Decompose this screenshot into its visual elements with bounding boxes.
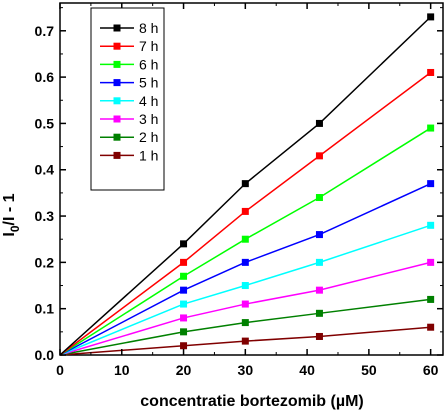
legend-marker bbox=[113, 151, 121, 159]
x-tick-label: 40 bbox=[299, 362, 315, 378]
series-5h bbox=[59, 180, 435, 356]
legend-label: 2 h bbox=[139, 129, 158, 145]
data-point bbox=[241, 337, 249, 345]
series-3h bbox=[59, 258, 435, 356]
data-point bbox=[427, 221, 435, 229]
data-point bbox=[241, 207, 249, 215]
legend-item: 4 h bbox=[100, 93, 158, 109]
legend: 8 h 7 h 6 h 5 h 4 h 3 h 2 h 1 h bbox=[90, 7, 165, 191]
data-point bbox=[315, 152, 323, 160]
y-axis-label-main: I bbox=[1, 232, 18, 236]
series-8h bbox=[59, 13, 435, 356]
legend-marker bbox=[113, 60, 121, 68]
data-point bbox=[241, 300, 249, 308]
data-point bbox=[180, 328, 188, 336]
data-point bbox=[241, 319, 249, 327]
data-point bbox=[315, 231, 323, 239]
legend-item: 2 h bbox=[100, 129, 158, 145]
series-layer bbox=[59, 13, 435, 356]
data-point bbox=[315, 194, 323, 202]
legend-marker bbox=[113, 42, 121, 50]
data-point bbox=[241, 282, 249, 290]
legend-label: 1 h bbox=[139, 147, 158, 163]
legend-item: 8 h bbox=[100, 20, 158, 36]
data-point bbox=[180, 314, 188, 322]
legend-item: 6 h bbox=[100, 56, 158, 72]
data-point bbox=[180, 342, 188, 350]
series-6h bbox=[59, 124, 435, 356]
data-point bbox=[427, 295, 435, 303]
legend-label: 3 h bbox=[139, 111, 158, 127]
legend-marker bbox=[113, 115, 121, 123]
y-tick-label: 0.6 bbox=[35, 69, 55, 85]
legend-item: 5 h bbox=[100, 75, 158, 91]
legend-label: 5 h bbox=[139, 75, 158, 91]
x-axis-label: concentratie bortezomib (µM) bbox=[140, 393, 363, 410]
y-tick-label: 0.7 bbox=[35, 23, 55, 39]
x-tick-label: 10 bbox=[114, 362, 130, 378]
data-point bbox=[427, 68, 435, 76]
legend-marker bbox=[113, 79, 121, 87]
series-4h bbox=[59, 221, 435, 356]
series-2h bbox=[59, 295, 435, 356]
x-tick-label: 60 bbox=[423, 362, 439, 378]
y-tick-label: 0.1 bbox=[35, 301, 55, 317]
y-tick-label: 0.5 bbox=[35, 115, 55, 131]
x-tick-label: 50 bbox=[361, 362, 377, 378]
legend-label: 7 h bbox=[139, 38, 158, 54]
data-point bbox=[241, 235, 249, 243]
data-point bbox=[315, 309, 323, 317]
legend-label: 6 h bbox=[139, 56, 158, 72]
y-tick-label: 0.3 bbox=[35, 208, 55, 224]
y-tick-label: 0.2 bbox=[35, 254, 55, 270]
data-point bbox=[315, 258, 323, 266]
data-point bbox=[427, 258, 435, 266]
x-tick-label: 30 bbox=[238, 362, 254, 378]
data-point bbox=[315, 119, 323, 127]
data-point bbox=[427, 180, 435, 188]
data-point bbox=[180, 240, 188, 248]
data-point bbox=[180, 272, 188, 280]
data-point bbox=[180, 286, 188, 294]
series-7h bbox=[59, 68, 435, 356]
x-tick-label: 0 bbox=[56, 362, 64, 378]
legend-item: 3 h bbox=[100, 111, 158, 127]
y-tick-label: 0.0 bbox=[35, 347, 55, 363]
legend-box bbox=[90, 7, 165, 191]
data-point bbox=[315, 286, 323, 294]
axes-layer: 0 10 20 30 40 50 60 0.0 0.1 0.2 0.3 0.4 0.5 0.6 0.7 bbox=[35, 3, 443, 378]
data-point bbox=[180, 300, 188, 308]
legend-item: 7 h bbox=[100, 38, 158, 54]
legend-marker bbox=[113, 97, 121, 105]
legend-item: 1 h bbox=[100, 147, 158, 163]
data-point bbox=[180, 258, 188, 266]
legend-label: 8 h bbox=[139, 20, 158, 36]
data-point bbox=[427, 323, 435, 331]
data-point bbox=[427, 13, 435, 21]
data-point bbox=[315, 332, 323, 340]
data-point bbox=[241, 180, 249, 188]
data-point bbox=[427, 124, 435, 132]
y-axis-label-sub: 0 bbox=[8, 225, 22, 232]
x-tick-label: 20 bbox=[176, 362, 192, 378]
data-point bbox=[241, 258, 249, 266]
legend-marker bbox=[113, 24, 121, 32]
y-tick-label: 0.4 bbox=[35, 162, 55, 178]
y-axis-label: I0/I - 1 bbox=[1, 193, 22, 236]
y-axis-label-rest: /I - 1 bbox=[1, 193, 18, 225]
legend-label: 4 h bbox=[139, 93, 158, 109]
series-1h bbox=[59, 323, 435, 356]
legend-marker bbox=[113, 133, 121, 141]
